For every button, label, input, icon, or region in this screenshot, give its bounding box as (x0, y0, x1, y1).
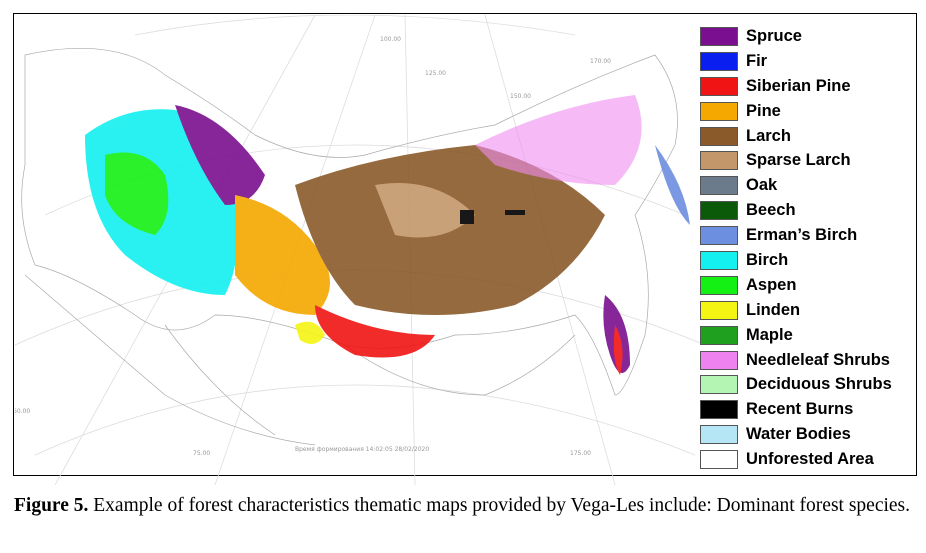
legend-swatch (700, 151, 738, 171)
legend-label: Needleleaf Shrubs (746, 350, 890, 369)
legend-swatch (700, 76, 738, 96)
map: 100.00 125.00 150.00 170.00 60.00 75.00 … (15, 15, 705, 485)
legend-label: Erman’s Birch (746, 226, 858, 245)
legend-swatch (700, 325, 738, 345)
legend-swatch (700, 400, 738, 420)
legend-item: Linden (700, 298, 915, 323)
legend-swatch (700, 101, 738, 121)
caption-label: Figure 5. (14, 495, 89, 516)
legend-swatch (700, 300, 738, 320)
legend-label: Recent Burns (746, 400, 854, 419)
legend-label: Linden (746, 300, 801, 319)
legend-label: Water Bodies (746, 425, 851, 444)
map-label: 125.00 (425, 70, 446, 77)
legend-item: Unforested Area (700, 447, 915, 472)
legend-swatch (700, 201, 738, 221)
legend-item: Beech (700, 198, 915, 223)
legend-item: Water Bodies (700, 422, 915, 447)
map-label: 170.00 (590, 58, 611, 65)
legend-label: Birch (746, 250, 789, 269)
legend-item: Spruce (700, 24, 915, 49)
legend-swatch (700, 176, 738, 196)
legend-label: Spruce (746, 26, 802, 45)
legend-label: Pine (746, 101, 781, 120)
figure (13, 13, 917, 476)
legend-item: Fir (700, 49, 915, 74)
legend-swatch (700, 425, 738, 445)
legend-item: Maple (700, 323, 915, 348)
legend-label: Beech (746, 201, 796, 220)
legend-swatch (700, 126, 738, 146)
legend-item: Needleleaf Shrubs (700, 348, 915, 373)
legend-label: Siberian Pine (746, 76, 851, 95)
caption: Figure 5. Example of forest characterist… (14, 492, 916, 520)
legend-label: Sparse Larch (746, 151, 851, 170)
legend-item: Aspen (700, 273, 915, 298)
legend-swatch (700, 375, 738, 395)
legend: Spruce Fir Siberian Pine Pine Larch Sparse La… (700, 24, 915, 472)
map-label: 100.00 (380, 36, 401, 43)
legend-item: Larch (700, 124, 915, 149)
legend-swatch (700, 275, 738, 295)
legend-label: Fir (746, 51, 768, 70)
legend-label: Oak (746, 176, 778, 195)
caption-text: Example of forest characteristics themat… (93, 495, 911, 516)
map-label: 175.00 (570, 450, 591, 457)
legend-item: Sparse Larch (700, 148, 915, 173)
legend-item: Birch (700, 248, 915, 273)
legend-item: Recent Burns (700, 397, 915, 422)
legend-label: Deciduous Shrubs (746, 375, 892, 394)
legend-item: Siberian Pine (700, 74, 915, 99)
map-label: 150.00 (510, 93, 531, 100)
legend-swatch (700, 350, 738, 370)
legend-swatch (700, 450, 738, 470)
map-label: 75.00 (193, 450, 210, 457)
legend-swatch (700, 26, 738, 46)
legend-item: Erman’s Birch (700, 223, 915, 248)
legend-swatch (700, 226, 738, 246)
map-label: 60.00 (15, 408, 30, 415)
legend-label: Larch (746, 126, 791, 145)
legend-item: Deciduous Shrubs (700, 372, 915, 397)
legend-item: Oak (700, 173, 915, 198)
legend-item: Pine (700, 99, 915, 124)
legend-swatch (700, 250, 738, 270)
legend-label: Maple (746, 325, 793, 344)
legend-label: Aspen (746, 275, 797, 294)
map-timestamp: Время формирования 14:02:05 28/02/2020 (295, 446, 429, 453)
legend-swatch (700, 51, 738, 71)
legend-label: Unforested Area (746, 450, 874, 469)
